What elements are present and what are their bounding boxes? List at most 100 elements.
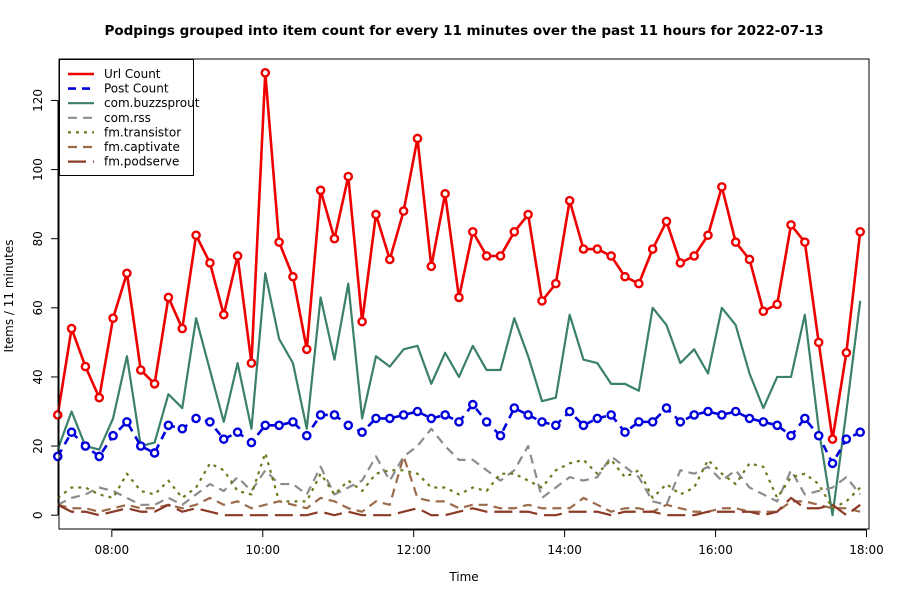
x-tick-label: 12:00 [396, 543, 431, 557]
data-point [800, 237, 810, 247]
data-point [384, 413, 395, 424]
series-com-buzzsprout [56, 272, 862, 517]
data-point [122, 417, 132, 427]
series-layer [52, 68, 865, 517]
data-point [468, 399, 478, 410]
plot-frame [58, 58, 870, 530]
data-point [329, 233, 340, 244]
data-point [786, 430, 796, 441]
data-point [454, 417, 464, 427]
y-tick-label: 100 [31, 158, 45, 181]
data-point [384, 254, 395, 265]
y-tick-label: 80 [31, 231, 45, 246]
series-fm-captivate [57, 455, 861, 513]
data-point [426, 261, 437, 272]
legend-label: fm.transistor [104, 125, 181, 139]
data-point [232, 251, 243, 261]
data-point [149, 448, 160, 458]
data-point [689, 410, 699, 420]
data-point [454, 292, 464, 303]
data-point [205, 258, 215, 268]
y-tick-label: 120 [31, 89, 45, 112]
data-point [647, 417, 658, 427]
data-point [232, 427, 243, 438]
data-point [786, 220, 796, 230]
data-point [481, 251, 492, 261]
data-point [800, 413, 810, 424]
data-point [717, 182, 727, 192]
data-point [426, 413, 437, 424]
data-point [135, 441, 146, 451]
data-point [371, 209, 381, 220]
data-point [661, 216, 672, 227]
data-point [301, 344, 312, 355]
data-point [288, 417, 298, 427]
data-point [509, 226, 520, 237]
data-point [94, 451, 105, 462]
data-point [163, 292, 174, 303]
data-point [495, 251, 506, 261]
data-point [149, 379, 160, 389]
data-point [841, 347, 852, 358]
data-point [855, 427, 865, 438]
data-point [80, 441, 91, 451]
x-tick-label: 18:00 [849, 543, 884, 557]
data-point [523, 410, 533, 420]
data-point [509, 403, 520, 413]
y-tick-label: 20 [31, 438, 45, 453]
series-line [57, 455, 861, 513]
data-point [122, 268, 132, 279]
series-com-rss [57, 427, 862, 506]
data-point [440, 188, 450, 199]
data-point [634, 417, 644, 427]
series-line [57, 427, 862, 506]
data-point [855, 226, 865, 237]
data-point [246, 358, 257, 368]
legend-label: fm.captivate [104, 140, 180, 154]
series-line [56, 272, 862, 517]
data-point [260, 68, 271, 78]
data-point [730, 237, 741, 247]
data-point [371, 413, 381, 424]
data-point [813, 337, 824, 348]
data-point [315, 185, 326, 196]
y-tick-label: 60 [31, 300, 45, 315]
data-point [163, 420, 174, 431]
data-point [398, 410, 409, 420]
data-point [315, 410, 326, 420]
x-tick-label: 16:00 [698, 543, 733, 557]
data-point [329, 410, 340, 420]
data-point [841, 434, 852, 444]
data-point [592, 244, 603, 254]
data-point [564, 406, 575, 417]
data-point [578, 420, 589, 431]
data-point [177, 323, 188, 334]
data-point [634, 278, 644, 289]
data-point [772, 420, 782, 431]
data-point [301, 430, 312, 441]
data-point [551, 420, 561, 431]
data-point [564, 195, 575, 206]
data-point [689, 251, 699, 261]
data-point [620, 271, 630, 282]
data-point [551, 278, 561, 289]
data-point [343, 420, 354, 431]
series-fm-podserve [57, 496, 861, 517]
data-point [661, 403, 672, 413]
series-line [57, 451, 861, 510]
data-point [606, 251, 616, 261]
series-url-count [52, 68, 865, 444]
data-point [717, 410, 727, 420]
data-point [218, 434, 229, 444]
data-point [703, 230, 713, 241]
legend-label: com.rss [104, 111, 151, 125]
data-point [191, 230, 201, 241]
data-point [537, 417, 547, 427]
data-point [730, 406, 741, 417]
legend-label: fm.podserve [104, 155, 179, 169]
data-point [274, 420, 284, 431]
y-axis-label: Items / 11 minutes [2, 240, 16, 353]
data-point [52, 451, 63, 462]
